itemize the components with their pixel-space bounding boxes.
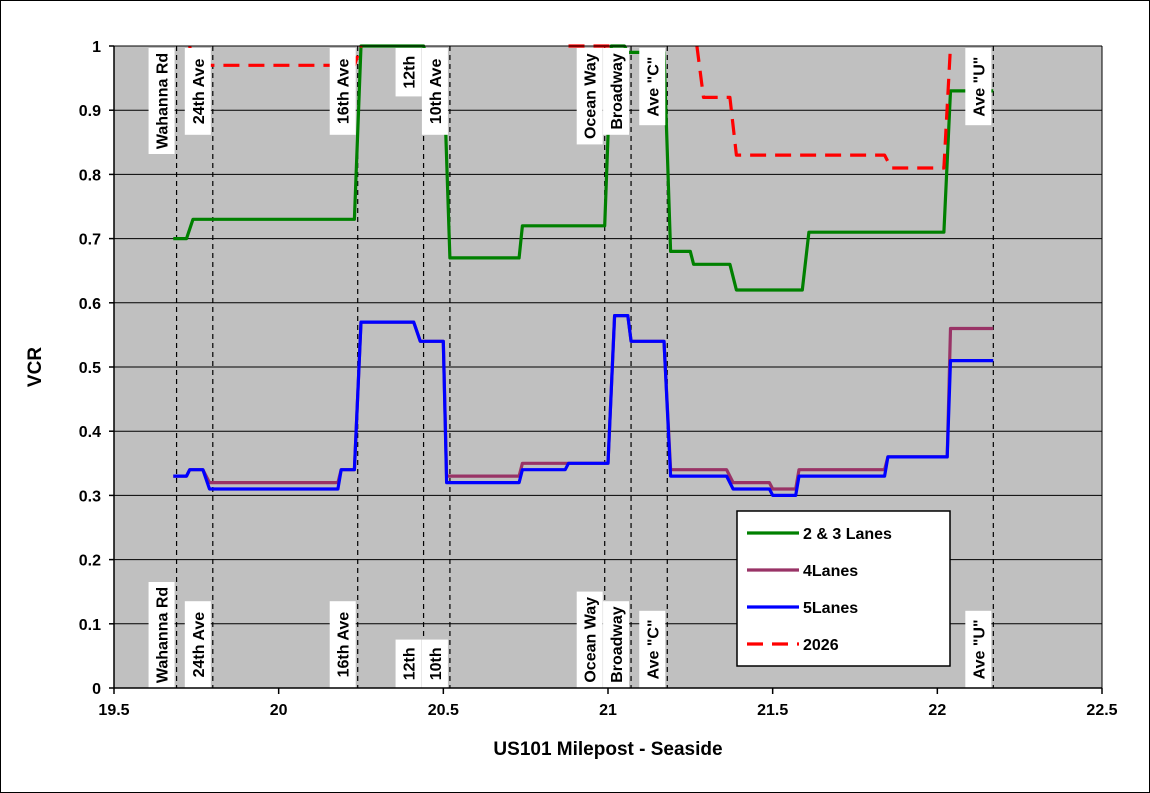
road-label-ave-c--top-box [639, 48, 666, 126]
road-label-ocean-way-top: Ocean Way [583, 53, 600, 139]
series-line-2026 [695, 45, 953, 170]
road-label-16th-ave-top-box [329, 48, 356, 135]
y-tick-label: 0.7 [79, 232, 101, 249]
legend-label: 4Lanes [803, 563, 858, 580]
y-tick-label: 0.4 [79, 424, 101, 441]
y-tick-label: 0.1 [79, 617, 101, 634]
x-tick-label: 19.5 [98, 702, 129, 719]
road-label-16th-ave-top: 16th Ave [336, 59, 353, 125]
road-label-ave-c--bottom: Ave "C" [645, 619, 662, 679]
y-tick-label: 0.9 [79, 103, 101, 120]
x-tick-label: 21.5 [757, 702, 788, 719]
road-label-16th-ave-bottom-box [329, 601, 356, 688]
road-label-12th-bottom-box [395, 639, 422, 688]
road-label-ave-c--top: Ave "C" [645, 57, 662, 117]
road-label-broadway-top-box [603, 48, 630, 135]
road-label-16th-ave-bottom: 16th Ave [336, 612, 353, 678]
road-label-10th-bottom-box [421, 639, 448, 688]
x-tick-label: 20.5 [428, 702, 459, 719]
road-label-12th-top-box [395, 48, 422, 97]
road-label-wahanna-rd-bottom: Wahanna Rd [155, 587, 172, 683]
road-label-12th-top: 12th [402, 56, 419, 89]
road-label-10th-top-box [421, 48, 448, 135]
road-label-wahanna-rd-top: Wahanna Rd [155, 53, 172, 149]
road-label-10th-bottom: 10th [428, 647, 445, 680]
y-tick-label: 0.5 [79, 360, 101, 377]
road-label-10th-top: 10th Ave [428, 59, 445, 125]
x-tick-label: 21 [599, 702, 617, 719]
road-label-ave-c--bottom-box [639, 610, 666, 688]
road-label-ave-u--top-box [965, 48, 992, 126]
legend: 2 & 3 Lanes 4Lanes 5Lanes 2026 [736, 510, 951, 667]
road-label-ocean-way-top-box [576, 48, 603, 145]
x-axis-title: US101 Milepost - Seaside [493, 739, 722, 760]
y-tick-label: 0.8 [79, 167, 101, 184]
road-label-24th-ave-bottom: 24th Ave [191, 612, 208, 678]
x-tick-label: 20 [270, 702, 288, 719]
series-line-5lanes [173, 314, 994, 497]
y-axis-title: VCR [25, 347, 46, 387]
road-label-24th-ave-bottom-box [184, 601, 211, 688]
axes: 0 0.1 0.2 0.3 0.4 0.5 0.6 0.7 0.8 0.9 1 19.5 20 20.5 2… [79, 39, 1118, 719]
x-tick-label: 22.5 [1086, 702, 1117, 719]
y-tick-label: 1 [92, 39, 101, 56]
y-tick-label: 0.2 [79, 553, 101, 570]
legend-label: 2 & 3 Lanes [803, 526, 892, 543]
road-labels: Wahanna Rd Wahanna Rd 24th Ave 24th Ave 16th… [148, 48, 992, 688]
road-label-12th-bottom: 12th [402, 647, 419, 680]
road-label-ave-u--bottom: Ave "U" [971, 619, 988, 679]
legend-box [736, 510, 951, 667]
legend-label: 5Lanes [803, 600, 858, 617]
road-label-ocean-way-bottom: Ocean Way [583, 597, 600, 683]
road-label-broadway-top: Broadway [609, 53, 626, 130]
road-label-ave-u--top: Ave "U" [971, 57, 988, 117]
road-label-24th-ave-top: 24th Ave [191, 59, 208, 125]
legend-label: 2026 [803, 637, 839, 654]
road-markers [175, 46, 994, 688]
road-label-wahanna-rd-bottom-box [148, 582, 175, 688]
road-label-broadway-bottom: Broadway [609, 606, 626, 683]
road-label-wahanna-rd-top-box [148, 48, 175, 154]
y-tick-label: 0.6 [79, 296, 101, 313]
y-tick-label: 0 [92, 681, 101, 698]
road-label-broadway-bottom-box [603, 601, 630, 688]
road-label-ave-u--bottom-box [965, 610, 992, 688]
road-label-24th-ave-top-box [184, 48, 211, 135]
road-label-ocean-way-bottom-box [576, 591, 603, 688]
y-tick-label: 0.3 [79, 488, 101, 505]
x-tick-label: 22 [928, 702, 946, 719]
